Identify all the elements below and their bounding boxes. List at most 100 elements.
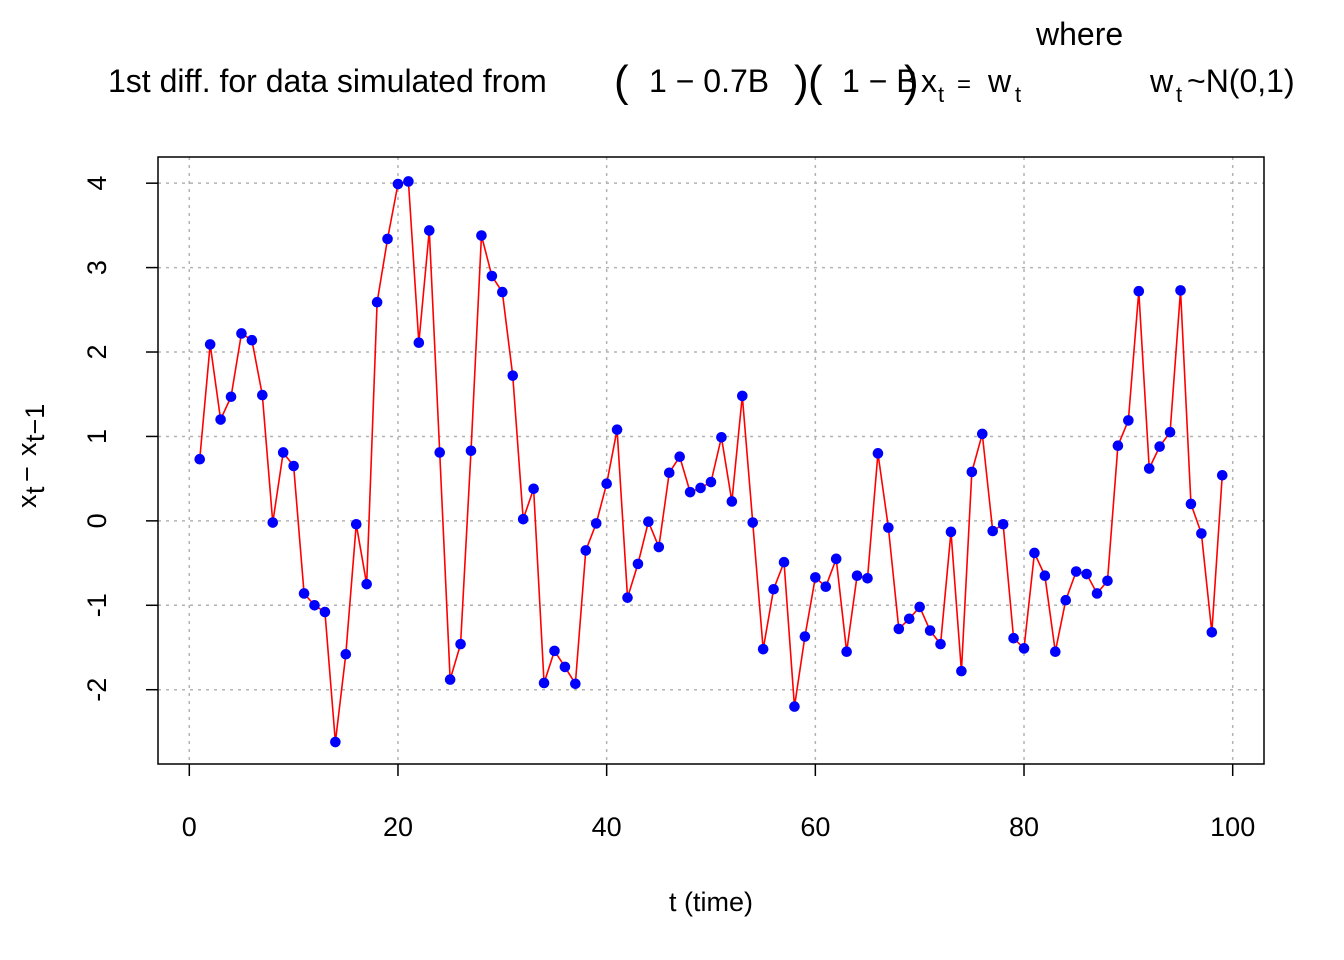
plot-frame [157, 156, 1265, 765]
x-tick-label: 40 [592, 812, 622, 842]
title-noise-dist: ~N(0,1) [1187, 63, 1295, 99]
data-point [1133, 285, 1145, 297]
data-point [653, 541, 665, 553]
data-point [1039, 570, 1051, 582]
data-point [976, 428, 988, 440]
data-point [1091, 588, 1103, 599]
data-point [382, 233, 393, 245]
data-point [1143, 463, 1155, 474]
title-equals: = [957, 71, 971, 98]
title-factor1-body: 1 − 0.7B [649, 63, 769, 99]
data-point [1123, 415, 1134, 426]
data-point [674, 451, 685, 463]
title-where: where [1035, 16, 1123, 52]
data-point [413, 337, 425, 349]
data-point [987, 525, 999, 537]
data-point [914, 601, 925, 613]
chart-title: 1st diff. for data simulated from ( 1 − … [108, 16, 1295, 107]
data-point [1206, 627, 1218, 638]
data-point [1029, 547, 1040, 559]
x-tick-label: 60 [800, 812, 830, 842]
title-factor2-body: 1 − B [842, 63, 918, 99]
data-point [830, 553, 842, 565]
data-point [476, 230, 487, 241]
data-point [538, 677, 550, 689]
data-point [643, 516, 654, 528]
data-point [893, 623, 905, 635]
data-point [716, 431, 727, 443]
data-point [1196, 528, 1207, 539]
y-title-var2: x [12, 442, 42, 456]
y-tick-label: 1 [82, 429, 112, 444]
data-point [695, 482, 706, 494]
data-point [257, 389, 268, 401]
data-point [601, 478, 612, 490]
x-axis: 0 20 40 60 80 100 [182, 764, 1255, 842]
data-point [1185, 498, 1197, 510]
data-point [246, 334, 258, 346]
y-tick-label: 2 [82, 345, 112, 360]
data-point [663, 467, 675, 479]
series [194, 176, 1228, 748]
data-point [570, 678, 581, 690]
y-tick-label: -1 [82, 593, 112, 617]
data-point [789, 701, 800, 712]
data-point [1102, 575, 1113, 587]
data-point [778, 556, 790, 568]
data-point [684, 486, 696, 498]
title-prefix: 1st diff. for data simulated from [108, 63, 547, 99]
data-point [1050, 646, 1061, 658]
data-point [559, 661, 571, 673]
data-point [851, 570, 863, 582]
data-point [486, 270, 498, 282]
y-tick-label: 0 [82, 513, 112, 528]
title-factor1-close: ) [794, 57, 809, 106]
data-point [810, 572, 821, 583]
data-point [1154, 441, 1165, 452]
data-point [225, 391, 237, 403]
data-point [903, 613, 915, 625]
title-rhs-var: w [987, 63, 1012, 99]
data-point [924, 625, 936, 636]
x-tick-label: 100 [1210, 812, 1255, 842]
data-point [528, 483, 539, 495]
y-axis-title: x t − x t−1 [12, 404, 50, 508]
data-point [997, 518, 1009, 530]
data-point [1008, 632, 1019, 644]
data-point [1081, 568, 1092, 580]
title-lhs-var: x [921, 63, 937, 99]
data-point [622, 592, 633, 603]
data-point [340, 648, 352, 660]
data-point [465, 445, 477, 457]
data-point [799, 631, 811, 642]
data-point [590, 518, 602, 529]
data-point [862, 572, 873, 584]
y-title-sub1: t [20, 486, 50, 494]
y-tick-label: 3 [82, 260, 112, 275]
data-point [1018, 643, 1030, 654]
title-factor1-open: ( [614, 57, 629, 106]
series-line [198, 180, 1224, 743]
data-point [444, 674, 456, 685]
data-point [330, 736, 341, 748]
y-tick-label: 4 [82, 176, 112, 191]
data-point [236, 328, 247, 339]
data-point [204, 339, 216, 350]
x-tick-label: 0 [182, 812, 197, 842]
data-point [1175, 285, 1186, 296]
data-point [705, 476, 717, 488]
data-point [726, 496, 738, 507]
data-point [392, 178, 404, 190]
data-point [350, 518, 362, 530]
y-axis: -2 -1 0 1 2 3 4 [82, 176, 158, 702]
data-point [288, 460, 299, 472]
data-point [549, 645, 560, 657]
x-axis-title: t (time) [669, 887, 753, 917]
data-point [820, 581, 832, 593]
data-point [737, 390, 748, 402]
title-noise-sub: t [1176, 82, 1182, 107]
data-point [1164, 426, 1176, 438]
data-point [872, 448, 884, 459]
data-point [757, 643, 769, 655]
